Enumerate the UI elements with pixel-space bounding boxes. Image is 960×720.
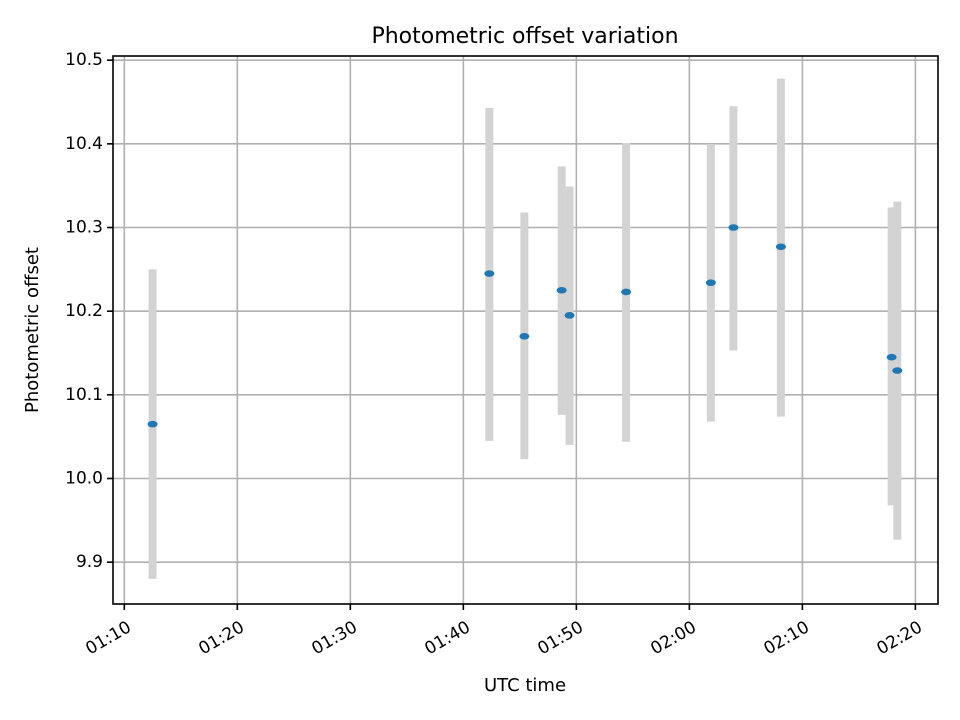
y-tick-label: 9.9 [76, 552, 103, 572]
data-point [892, 367, 903, 374]
data-point [484, 270, 495, 277]
data-point [886, 353, 897, 361]
y-tick-label: 10.5 [65, 50, 103, 70]
y-tick-label: 10.3 [65, 218, 103, 238]
y-axis-label: Photometric offset [22, 247, 43, 413]
data-point [556, 286, 567, 294]
data-point [705, 279, 716, 287]
data-point [775, 243, 786, 251]
x-tick-label: 01:10 [82, 617, 134, 659]
x-tick-label: 01:40 [421, 617, 473, 659]
y-tick-label: 10.4 [65, 134, 103, 154]
chart-title: Photometric offset variation [371, 24, 678, 49]
y-tick-label: 10.2 [65, 301, 103, 321]
y-tick-label: 10.0 [65, 469, 103, 489]
x-tick-label: 01:20 [195, 617, 247, 659]
x-axis-ticks: 01:10 01:20 01:30 01:40 01:50 02:00 02:10 02:20 [82, 604, 926, 659]
x-tick-label: 02:20 [873, 617, 925, 659]
data-point [728, 224, 739, 231]
x-tick-label: 01:50 [534, 617, 586, 659]
data-point [621, 288, 632, 296]
x-tick-label: 01:30 [308, 617, 360, 659]
data-point [147, 420, 158, 428]
data-point [519, 332, 530, 340]
plot-frame [112, 55, 939, 605]
x-tick-label: 02:10 [760, 617, 812, 659]
error-bars [148, 78, 902, 579]
x-tick-label: 02:00 [647, 617, 699, 659]
data-point [564, 312, 575, 319]
y-axis-ticks: 9.9 10.0 10.1 10.2 10.3 10.4 10.5 [65, 50, 113, 572]
y-tick-label: 10.1 [65, 385, 103, 405]
data-points [147, 224, 903, 428]
x-axis-label: UTC time [484, 675, 566, 696]
